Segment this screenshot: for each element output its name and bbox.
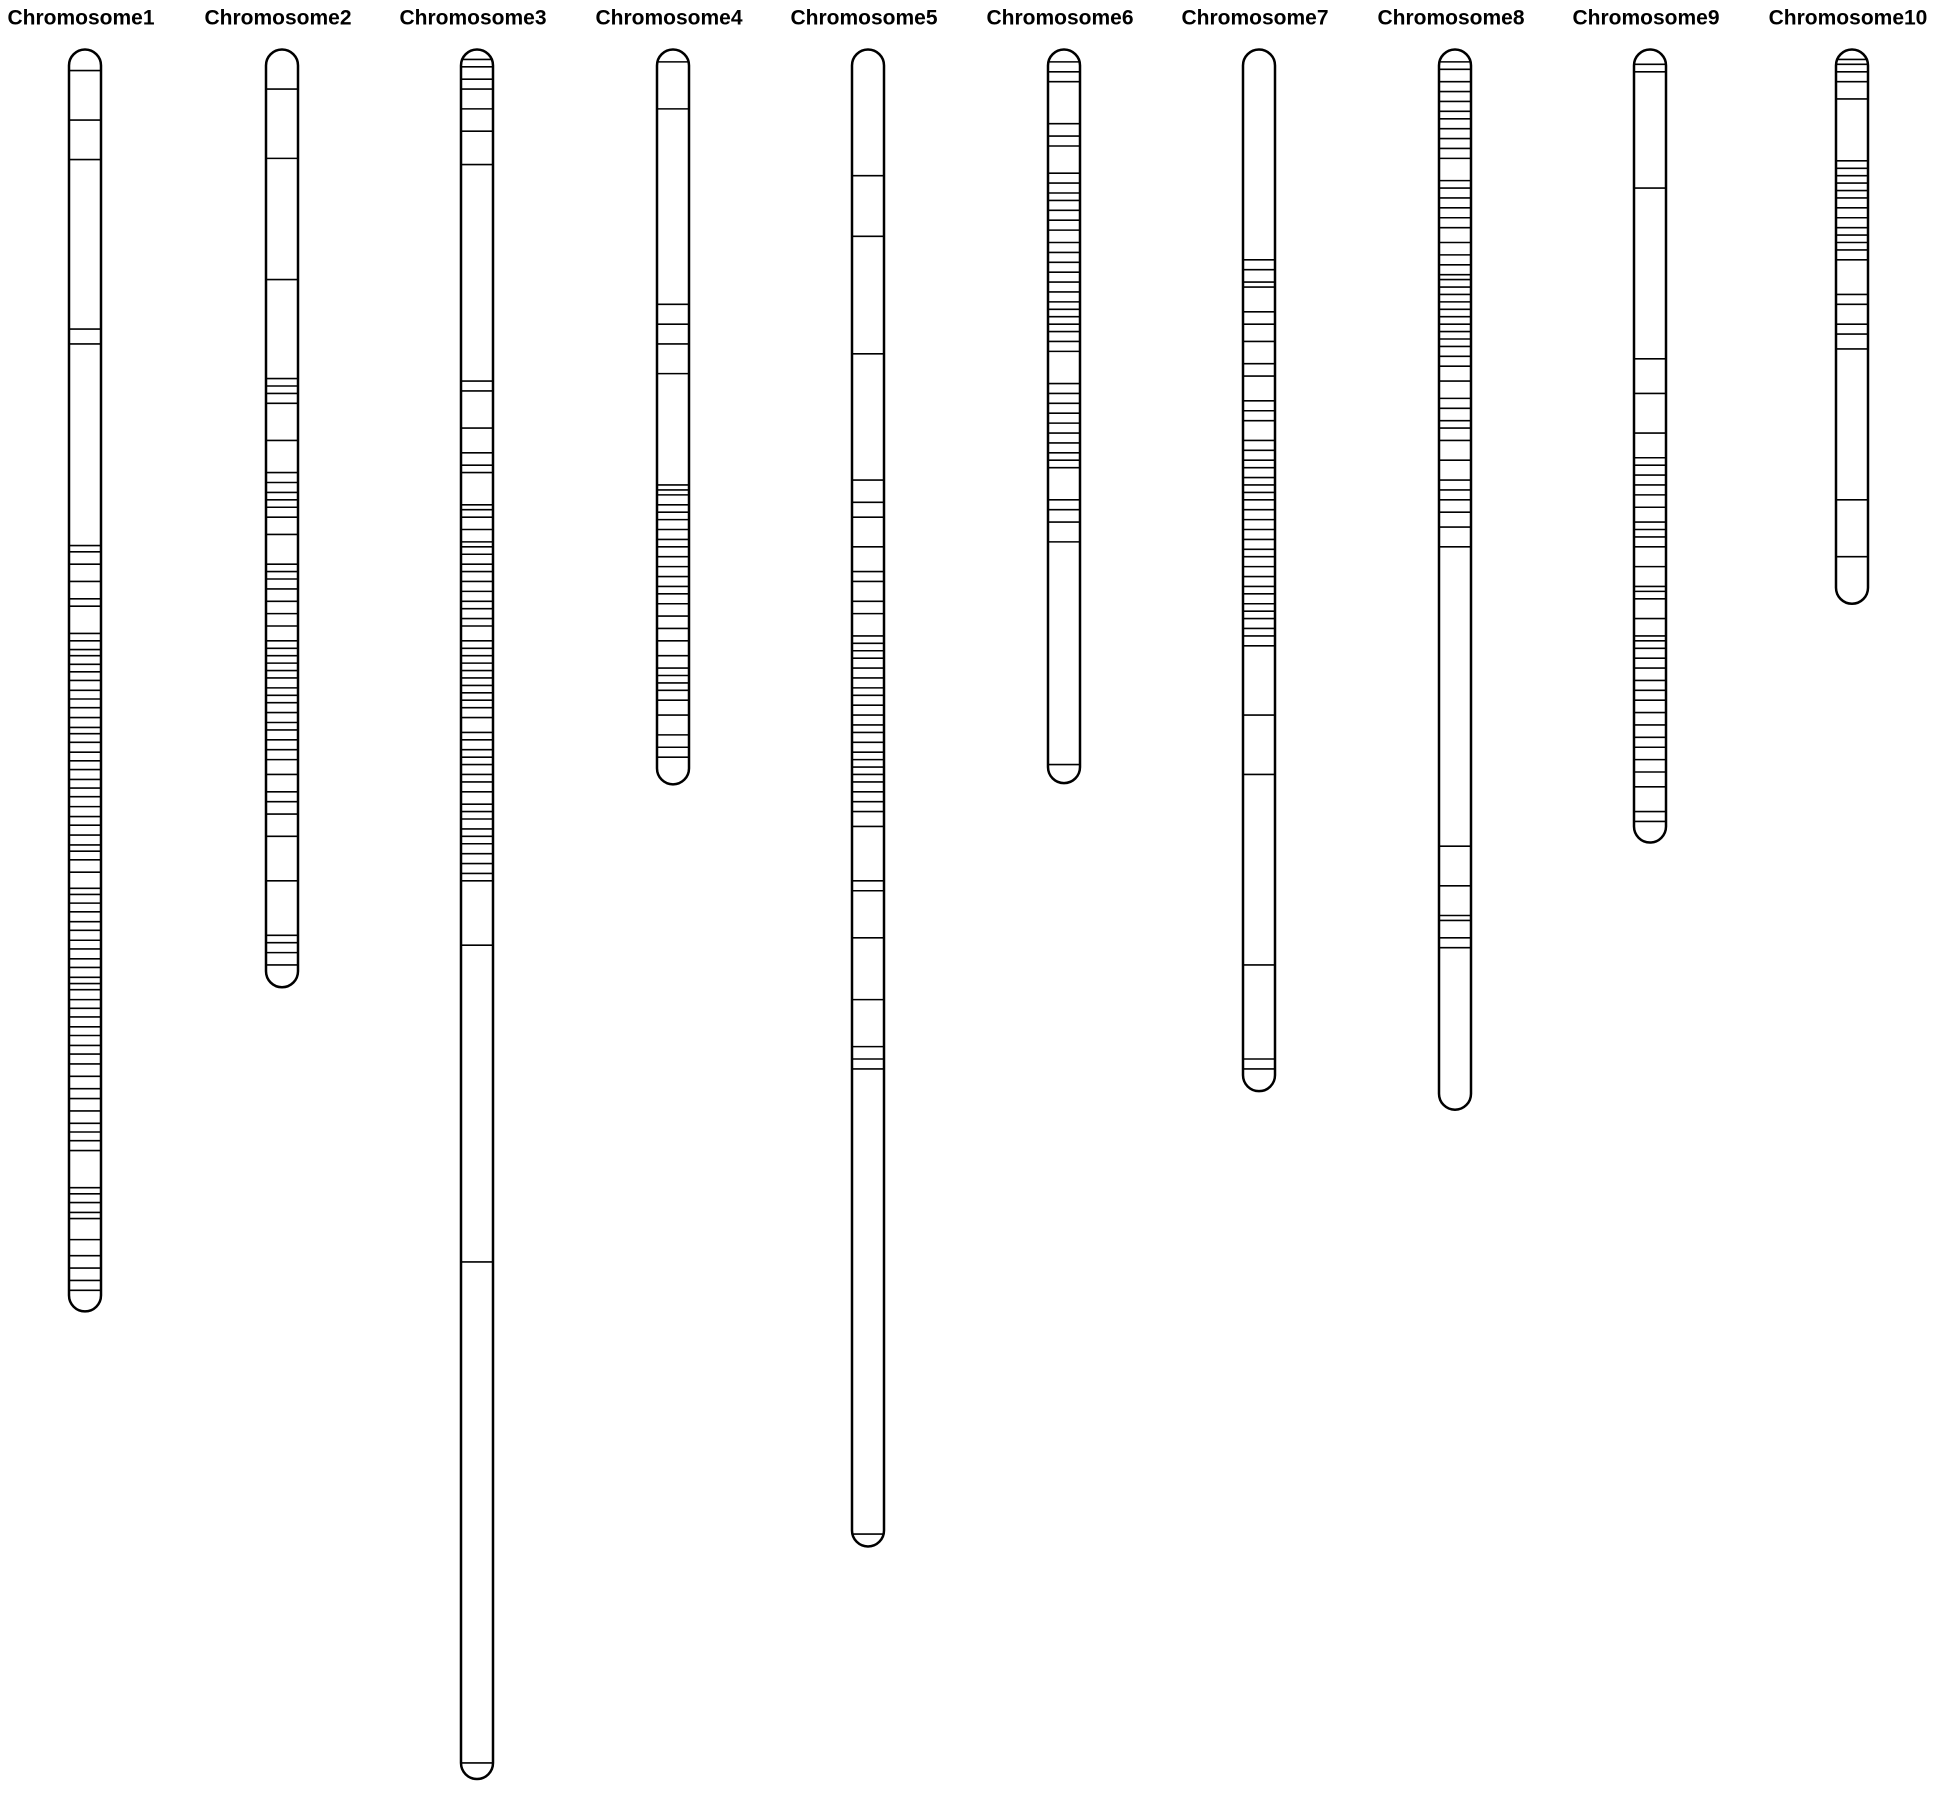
chromosome-label: Chromosome6 (986, 7, 1133, 30)
chromosome (264, 48, 300, 989)
chromosome (1632, 48, 1668, 844)
chromosome-label: Chromosome3 (399, 7, 546, 30)
chromosome-label: Chromosome4 (595, 7, 742, 30)
chromosome-label: Chromosome7 (1181, 7, 1328, 30)
chromosome-label: Chromosome9 (1572, 7, 1719, 30)
chromosome-label: Chromosome5 (790, 7, 937, 30)
chromosome (1241, 48, 1277, 1093)
chromosome-label: Chromosome2 (204, 7, 351, 30)
chromosome (655, 48, 691, 786)
chromosome (1437, 48, 1473, 1111)
chromosome (459, 48, 495, 1781)
chromosome (67, 48, 103, 1313)
chromosome (1834, 48, 1870, 605)
chromosome (850, 48, 886, 1548)
chromosome-label: Chromosome1 (7, 7, 154, 30)
chromosome-label: Chromosome10 (1769, 7, 1928, 30)
chromosome (1046, 48, 1082, 785)
chromosome-label: Chromosome8 (1377, 7, 1524, 30)
